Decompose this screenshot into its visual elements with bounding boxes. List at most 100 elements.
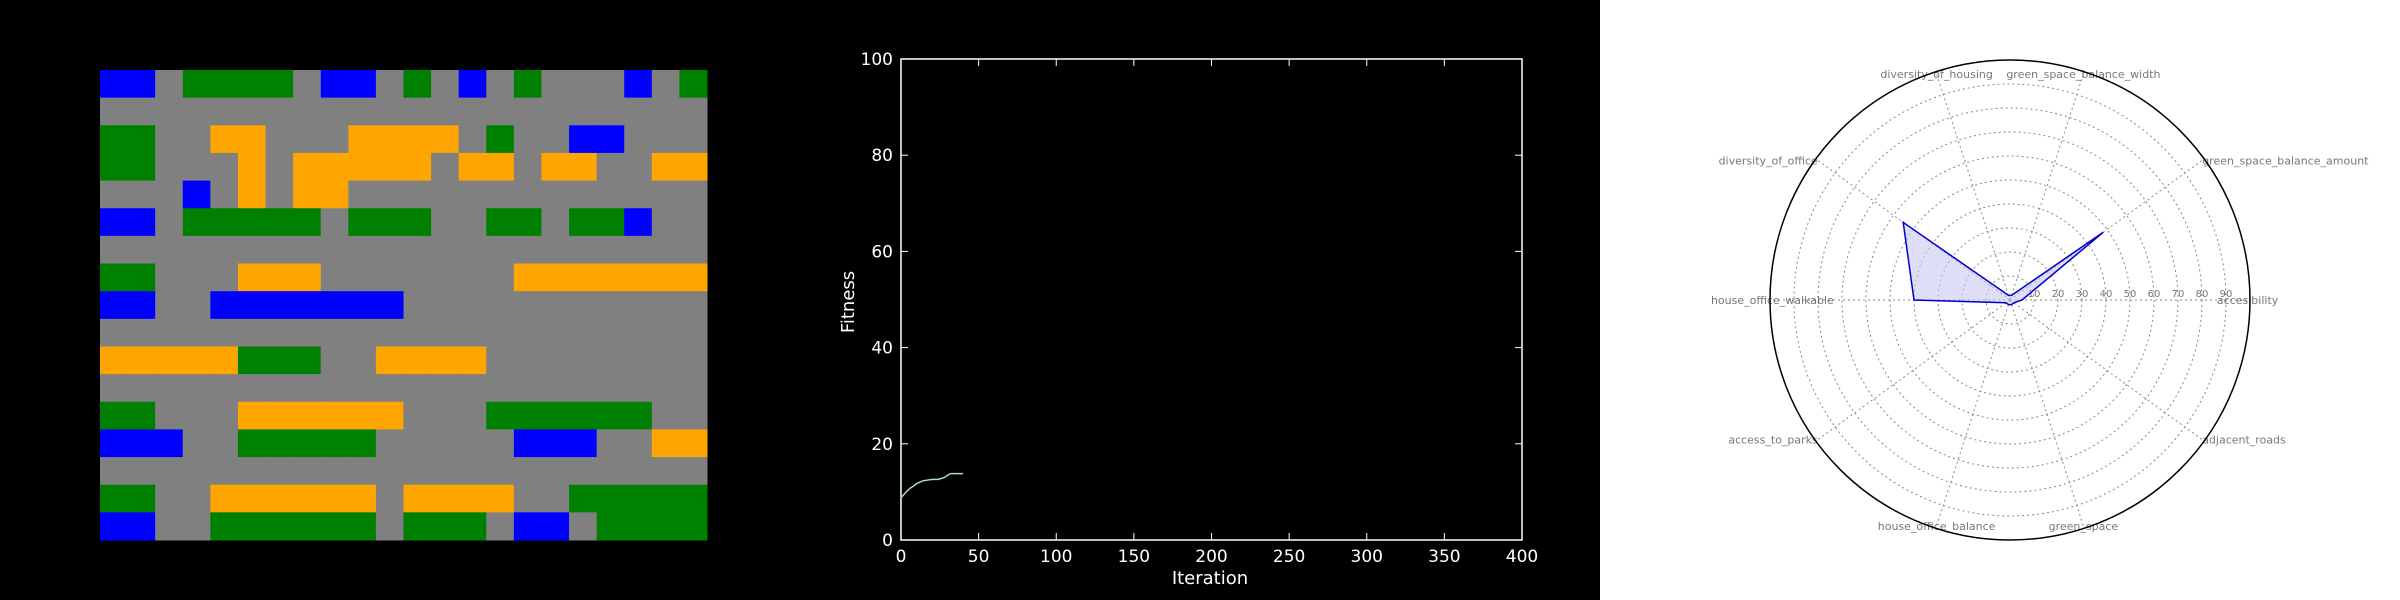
- radar-ring: [1865, 155, 2155, 445]
- radar-axis-label: green_space_balance_width: [2006, 68, 2160, 81]
- grid-cell: [293, 429, 322, 458]
- grid-cell: [569, 208, 598, 237]
- radar-axis-label: green_space: [2049, 520, 2119, 533]
- grid-cell: [237, 401, 267, 430]
- grid-cell: [403, 125, 432, 154]
- radar-chart-panel: accesibility green_space_balance_amount gr…: [1600, 0, 2400, 600]
- grid-cell: [569, 318, 598, 347]
- grid-cell: [679, 97, 708, 126]
- y-tick-label: 60: [871, 242, 893, 262]
- radar-spoke: [2009, 71, 2085, 301]
- grid-cell: [651, 484, 680, 513]
- x-tick-label: 350: [1428, 547, 1460, 567]
- grid-cell: [320, 152, 349, 182]
- grid-cell: [210, 318, 239, 347]
- grid-cell: [320, 346, 349, 375]
- grid-cell: [348, 263, 377, 292]
- grid-cell: [679, 318, 708, 347]
- grid-cell: [155, 263, 184, 292]
- grid-cell: [486, 208, 515, 237]
- grid-cell: [237, 263, 267, 292]
- grid-cell: [431, 180, 460, 209]
- grid-cell: [431, 318, 460, 347]
- grid-cell: [651, 180, 680, 209]
- grid-cell: [237, 346, 267, 375]
- grid-cell: [513, 374, 542, 403]
- grid-cell: [127, 208, 156, 237]
- grid-cell: [348, 346, 377, 375]
- grid-cell: [541, 70, 570, 99]
- grid-cell: [486, 429, 515, 458]
- radar-axis-label: adjacent_roads: [2202, 434, 2286, 447]
- grid-cell: [486, 457, 515, 486]
- grid-cell: [210, 484, 239, 513]
- grid-cell: [127, 291, 156, 320]
- grid-cell: [182, 401, 211, 430]
- grid-cell: [348, 429, 377, 458]
- grid-cell: [265, 70, 294, 99]
- grid-cell: [596, 346, 625, 375]
- grid-cell: [679, 457, 708, 486]
- x-tick-label: 0: [896, 547, 907, 567]
- grid-cell: [182, 152, 211, 182]
- grid-cell: [182, 263, 211, 292]
- grid-cell: [431, 70, 460, 99]
- grid-cell: [127, 429, 156, 458]
- x-tick-label: 250: [1273, 547, 1305, 567]
- grid-cell: [100, 429, 129, 458]
- grid-cell: [513, 235, 542, 265]
- radar-tick-label: 90: [2220, 289, 2233, 300]
- grid-cell: [182, 291, 211, 320]
- grid-cell: [265, 152, 294, 182]
- grid-cell: [431, 97, 460, 126]
- grid-cell: [431, 208, 460, 237]
- grid-cell: [513, 97, 542, 126]
- grid-cell: [375, 429, 404, 458]
- grid-cell: [210, 346, 239, 375]
- grid-cell: [320, 401, 349, 430]
- grid-cell: [265, 180, 294, 209]
- grid-cell: [127, 70, 156, 99]
- grid-cell: [486, 401, 515, 430]
- grid-cell: [155, 457, 184, 486]
- grid-cell: [375, 401, 404, 430]
- grid-cell: [624, 97, 653, 126]
- grid-cell: [513, 291, 542, 320]
- grid-cell: [624, 512, 653, 541]
- grid-cell: [100, 457, 129, 486]
- grid-cell: [237, 512, 267, 541]
- grid-cell: [513, 180, 542, 209]
- grid-cell: [100, 235, 129, 265]
- grid-cell: [100, 374, 129, 403]
- grid-cell: [182, 70, 211, 99]
- grid-cell: [237, 125, 267, 154]
- grid-cell: [293, 318, 322, 347]
- grid-cell: [431, 125, 460, 154]
- grid-cell: [237, 70, 267, 99]
- grid-cell: [403, 484, 432, 513]
- grid-cell: [513, 152, 542, 182]
- grid-cell: [127, 401, 156, 430]
- grid-cell: [458, 263, 487, 292]
- grid-cell: [403, 429, 432, 458]
- grid-cell: [513, 208, 542, 237]
- grid-cell: [293, 180, 322, 209]
- grid-cell: [458, 484, 487, 513]
- grid-cell: [403, 346, 432, 375]
- grid-cell: [100, 152, 129, 182]
- x-tick-label: 150: [1118, 547, 1150, 567]
- grid-cell: [265, 235, 294, 265]
- grid-cell: [431, 152, 460, 182]
- grid-cell: [127, 346, 156, 375]
- x-axis-label: Iteration: [1172, 568, 1248, 589]
- y-tick-label: 20: [871, 435, 893, 455]
- grid-cell: [679, 374, 708, 403]
- radar-data-area: [1902, 220, 2104, 306]
- grid-cell: [458, 401, 487, 430]
- grid-cell: [513, 346, 542, 375]
- grid-cell: [182, 346, 211, 375]
- grid-cell: [100, 125, 129, 154]
- grid-cell: [100, 291, 129, 320]
- grid-cell: [624, 401, 653, 430]
- x-tick-label: 300: [1351, 547, 1383, 567]
